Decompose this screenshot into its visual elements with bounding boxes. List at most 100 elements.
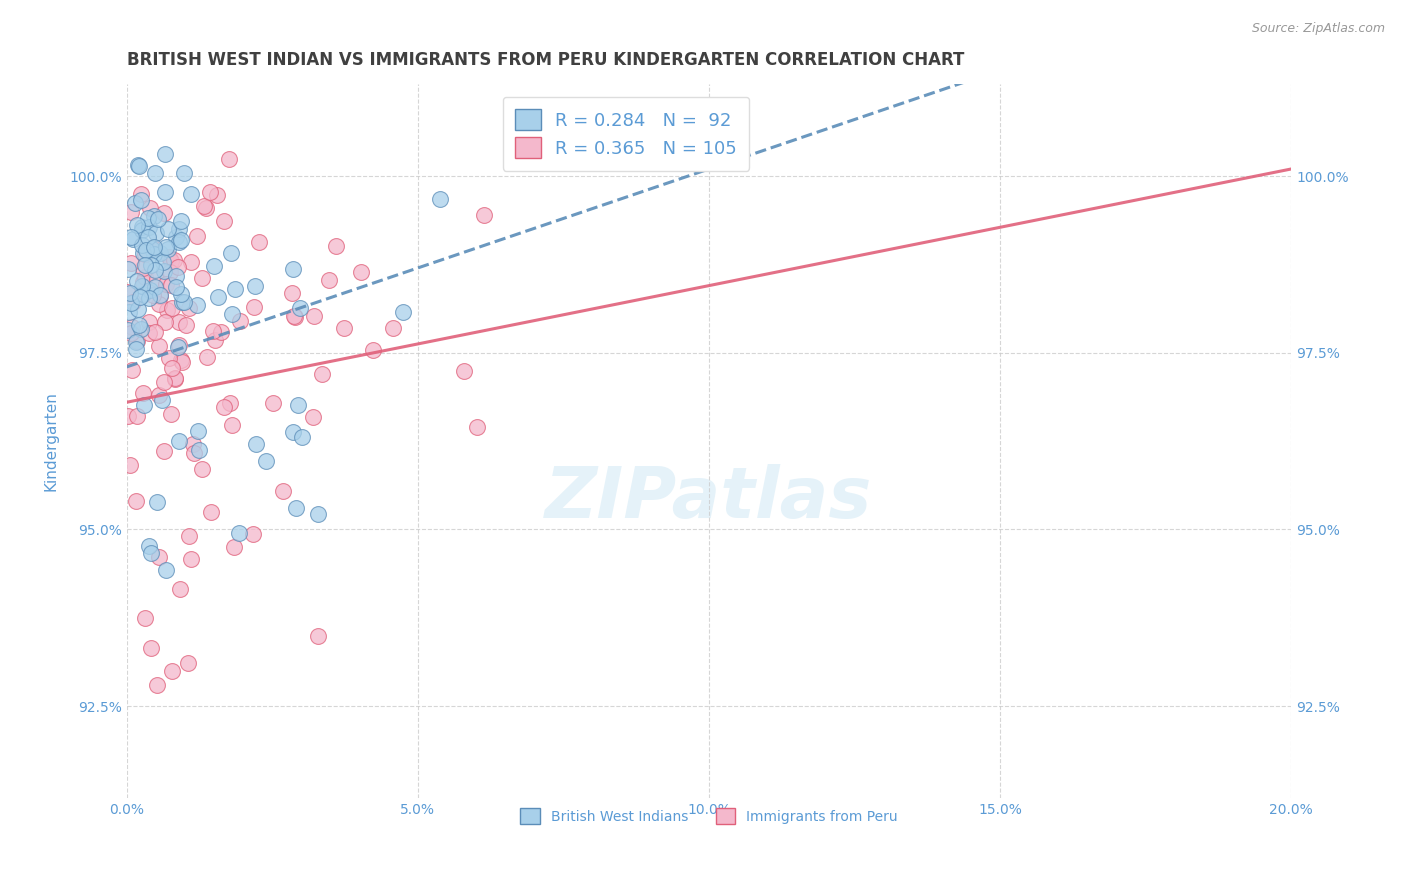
Point xyxy=(153,205,176,219)
Point xyxy=(167,434,190,448)
Point xyxy=(271,483,294,498)
Point xyxy=(127,158,149,172)
Point xyxy=(467,419,489,434)
Point xyxy=(127,218,149,232)
Point xyxy=(153,147,176,161)
Point xyxy=(129,321,152,335)
Point xyxy=(118,285,141,300)
Y-axis label: Kindergarten: Kindergarten xyxy=(44,392,58,491)
Point xyxy=(193,199,215,213)
Point xyxy=(156,222,179,236)
Point xyxy=(117,261,139,276)
Point xyxy=(131,279,153,293)
Point xyxy=(143,280,166,294)
Point xyxy=(284,310,307,324)
Point xyxy=(143,263,166,277)
Point xyxy=(254,454,277,468)
Point xyxy=(153,185,176,199)
Point xyxy=(121,363,143,377)
Point xyxy=(281,262,304,277)
Point xyxy=(212,400,235,414)
Point xyxy=(247,235,270,249)
Point xyxy=(202,260,225,274)
Point xyxy=(138,315,160,329)
Point xyxy=(148,339,170,353)
Point xyxy=(179,301,201,315)
Point xyxy=(195,350,218,364)
Point xyxy=(160,360,183,375)
Point xyxy=(183,446,205,460)
Point xyxy=(219,246,242,260)
Point xyxy=(139,201,162,215)
Point xyxy=(131,223,153,237)
Point xyxy=(188,443,211,458)
Point xyxy=(128,160,150,174)
Point xyxy=(128,290,150,304)
Point xyxy=(134,246,156,260)
Point xyxy=(180,551,202,566)
Point xyxy=(148,388,170,402)
Point xyxy=(155,240,177,254)
Point xyxy=(242,526,264,541)
Point xyxy=(124,196,146,211)
Point xyxy=(180,254,202,268)
Point xyxy=(157,250,180,264)
Point xyxy=(143,326,166,340)
Point xyxy=(186,229,208,244)
Point xyxy=(138,283,160,297)
Point xyxy=(186,298,208,312)
Point xyxy=(200,505,222,519)
Point xyxy=(472,208,495,222)
Point xyxy=(132,261,155,276)
Point xyxy=(160,407,183,421)
Point xyxy=(173,295,195,310)
Point xyxy=(142,246,165,260)
Point xyxy=(134,258,156,272)
Point xyxy=(165,268,187,283)
Point xyxy=(131,238,153,252)
Point xyxy=(134,611,156,625)
Point xyxy=(167,235,190,250)
Text: ZIPatlas: ZIPatlas xyxy=(546,464,873,533)
Point xyxy=(148,297,170,311)
Point xyxy=(125,342,148,356)
Point xyxy=(453,364,475,378)
Point xyxy=(172,355,194,369)
Point xyxy=(134,269,156,284)
Point xyxy=(143,240,166,254)
Point xyxy=(167,260,190,275)
Point xyxy=(145,226,167,240)
Point xyxy=(243,300,266,314)
Point xyxy=(179,529,201,543)
Point xyxy=(167,315,190,329)
Legend: British West Indians, Immigrants from Peru: British West Indians, Immigrants from Pe… xyxy=(510,798,908,834)
Point xyxy=(146,272,169,286)
Point xyxy=(142,210,165,224)
Point xyxy=(121,319,143,334)
Point xyxy=(167,340,190,354)
Point xyxy=(180,187,202,202)
Point xyxy=(224,282,246,296)
Point xyxy=(143,166,166,180)
Point xyxy=(287,398,309,412)
Point xyxy=(191,461,214,475)
Point xyxy=(138,326,160,341)
Point xyxy=(153,315,176,329)
Point xyxy=(173,166,195,180)
Point xyxy=(245,437,267,451)
Point xyxy=(125,409,148,423)
Point xyxy=(120,326,142,340)
Point xyxy=(138,539,160,553)
Point xyxy=(139,640,162,655)
Point xyxy=(221,417,243,432)
Point xyxy=(128,318,150,332)
Point xyxy=(153,375,176,389)
Point xyxy=(160,278,183,293)
Point xyxy=(122,232,145,246)
Point xyxy=(141,242,163,256)
Point xyxy=(177,657,200,671)
Point xyxy=(132,398,155,412)
Point xyxy=(169,582,191,596)
Point xyxy=(157,242,180,256)
Point xyxy=(132,246,155,260)
